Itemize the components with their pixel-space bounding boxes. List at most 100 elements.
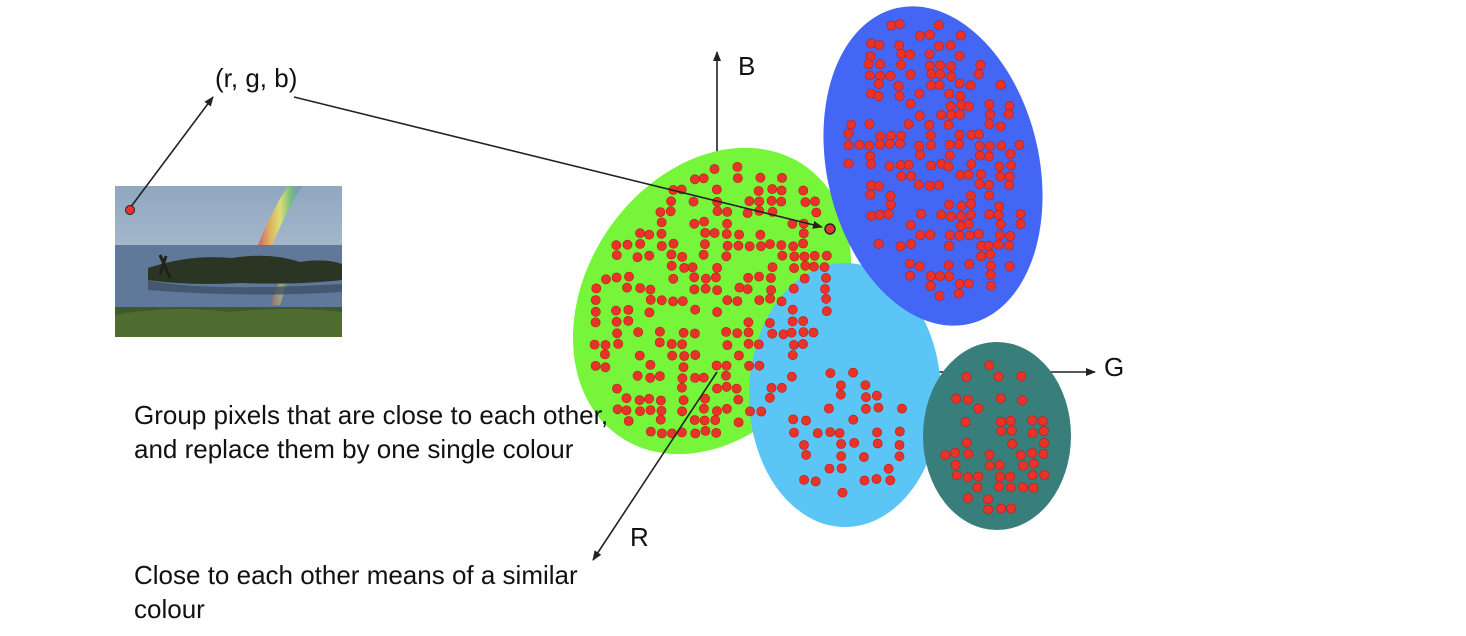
green-pixel-point <box>668 296 678 307</box>
green-pixel-point <box>635 228 645 239</box>
blue-pixel-point <box>944 150 955 161</box>
blue-pixel-point <box>995 219 1006 230</box>
green-pixel-point <box>700 393 710 404</box>
teal-pixel-point <box>1005 471 1015 482</box>
green-pixel-point <box>811 207 822 218</box>
green-pixel-point <box>821 273 831 283</box>
green-pixel-point <box>700 283 711 294</box>
teal-pixel-point <box>963 493 973 503</box>
teal-pixel-point <box>1018 482 1028 493</box>
green-pixel-point <box>698 173 709 184</box>
rainbow-photo <box>115 186 342 337</box>
green-pixel-point <box>732 173 743 183</box>
green-pixel-point <box>678 395 689 406</box>
green-pixel-point <box>634 350 645 361</box>
green-pixel-point <box>709 164 720 174</box>
teal-pixel-point <box>983 504 994 515</box>
green-pixel-point <box>644 250 655 261</box>
blue-pixel-point <box>885 199 896 210</box>
green-pixel-point <box>690 372 700 383</box>
green-pixel-point <box>733 394 744 405</box>
green-pixel-point <box>690 328 700 339</box>
blue-pixel-point <box>1005 149 1016 159</box>
blue-pixel-point <box>886 20 897 31</box>
green-pixel-point <box>734 350 744 361</box>
green-pixel-point <box>655 207 666 217</box>
blue-pixel-point <box>966 209 976 220</box>
blue-pixel-point <box>995 230 1005 240</box>
green-pixel-point <box>689 284 700 295</box>
green-pixel-point <box>789 263 799 274</box>
green-pixel-point <box>766 195 777 206</box>
teal-pixel-point <box>973 471 984 482</box>
teal-pixel-point <box>951 470 962 481</box>
green-pixel-point <box>732 328 743 338</box>
blue-pixel-point <box>946 61 957 72</box>
teal-pixel-point <box>1039 469 1050 480</box>
green-pixel-point <box>710 415 721 425</box>
green-pixel-point <box>701 273 711 284</box>
green-pixel-point <box>777 250 788 261</box>
blue-pixel-point <box>875 71 886 81</box>
blue-pixel-point <box>896 171 907 182</box>
green-pixel-point <box>756 241 766 252</box>
green-pixel-point <box>798 327 809 337</box>
green-pixel-point <box>754 196 765 207</box>
green-pixel-point <box>821 250 832 261</box>
blue-pixel-point <box>903 159 914 170</box>
teal-pixel-point <box>1039 426 1049 436</box>
blue-pixel-point <box>864 140 875 151</box>
green-pixel-point <box>766 273 776 283</box>
teal-pixel-point <box>984 460 995 471</box>
green-pixel-point <box>743 327 754 338</box>
green-pixel-point <box>623 416 634 426</box>
lightblue-pixel-point <box>871 474 882 484</box>
blue-pixel-point <box>925 130 936 141</box>
green-pixel-point <box>679 351 690 361</box>
green-pixel-point <box>722 340 733 350</box>
blue-pixel-point <box>884 138 895 149</box>
blue-pixel-point <box>964 259 975 270</box>
green-pixel-point <box>655 326 665 337</box>
green-pixel-point <box>787 371 797 382</box>
green-pixel-point <box>765 239 775 249</box>
blue-pixel-point <box>985 269 996 280</box>
green-pixel-point <box>689 218 700 229</box>
blue-pixel-point <box>935 271 945 281</box>
green-pixel-point <box>766 285 776 295</box>
blue-pixel-point <box>843 140 854 151</box>
teal-cluster <box>923 342 1071 530</box>
blue-pixel-point <box>925 29 935 40</box>
lightblue-pixel-point <box>788 414 799 425</box>
blue-pixel-point <box>995 80 1006 90</box>
green-pixel-point <box>733 240 744 251</box>
green-pixel-point <box>612 383 622 394</box>
blue-pixel-point <box>1015 219 1026 229</box>
green-pixel-point <box>668 238 679 249</box>
teal-pixel-point <box>1027 448 1037 458</box>
blue-pixel-point <box>846 119 857 130</box>
blue-pixel-point <box>926 69 937 79</box>
green-pixel-point <box>645 359 656 370</box>
blue-pixel-point <box>914 261 925 272</box>
teal-pixel-point <box>995 393 1006 404</box>
green-pixel-point <box>613 338 624 349</box>
blue-pixel-point <box>954 230 965 241</box>
blue-pixel-point <box>915 149 926 160</box>
green-pixel-point <box>712 383 722 394</box>
blue-pixel-point <box>974 150 985 161</box>
pixel-to-label-arrow <box>129 96 214 209</box>
blue-pixel-point <box>926 80 936 91</box>
green-pixel-point <box>645 426 656 437</box>
teal-pixel-point <box>994 481 1004 492</box>
green-pixel-point <box>656 241 667 251</box>
blue-pixel-point <box>965 80 976 91</box>
teal-pixel-point <box>1027 415 1037 426</box>
blue-pixel-point <box>924 60 935 71</box>
green-pixel-point <box>743 338 754 349</box>
green-pixel-point <box>789 340 799 350</box>
green-pixel-point <box>668 273 679 284</box>
green-pixel-point <box>656 295 667 306</box>
green-pixel-point <box>765 293 775 304</box>
blue-pixel-point <box>963 169 974 180</box>
